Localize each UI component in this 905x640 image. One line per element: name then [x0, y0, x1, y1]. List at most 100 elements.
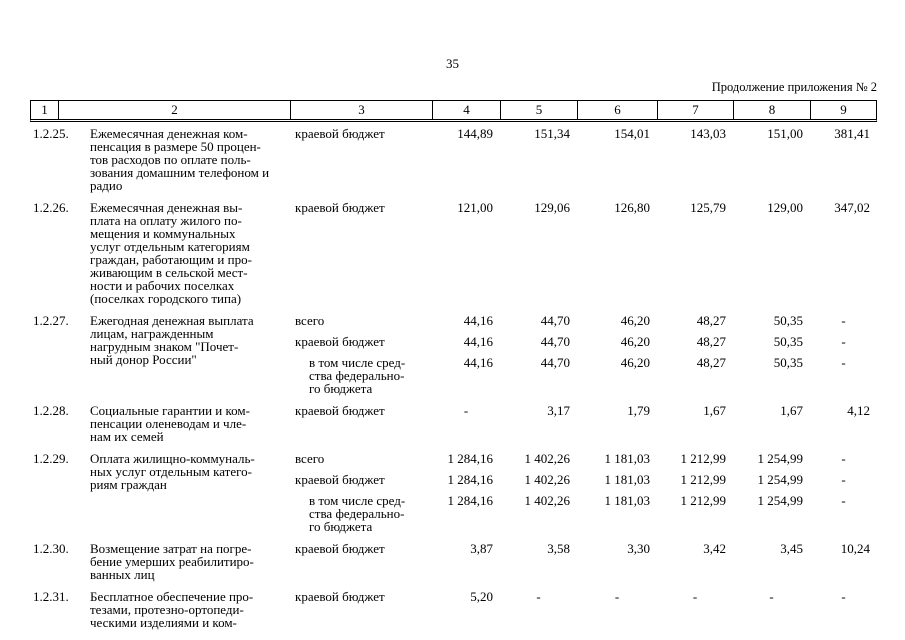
value-cell: -: [841, 451, 846, 466]
header-col-9: 9: [840, 102, 847, 117]
table-row: 1.2.31. Бесплатное обеспечение про- тезам…: [30, 590, 877, 629]
value-cell: 1 254,99: [757, 451, 804, 466]
row-number: 1.2.29.: [33, 451, 69, 466]
value-cell: 125,79: [690, 200, 726, 215]
table-row: 1.2.27. Ежегодная денежная выплата лицам,…: [30, 314, 877, 395]
row-subrows: краевой бюджет 144,89 151,34 154,01 143,03 15…: [292, 127, 877, 140]
value-cell: 44,70: [540, 355, 570, 370]
table-body: 1.2.25. Ежемесячная денежная ком- пенсаци…: [30, 122, 877, 629]
header-col-1: 1: [31, 101, 59, 119]
row-subrows: краевой бюджет - 3,17 1,79 1,67 1,67 4,12: [292, 404, 877, 417]
value-cell: 1 181,03: [604, 493, 651, 508]
table-subrow: краевой бюджет 44,16 44,70 46,20 48,27 50,35 -: [292, 335, 877, 348]
header-col-6: 6: [578, 101, 658, 119]
table-subrow: всего 1 284,16 1 402,26 1 181,03 1 212,99 1 2…: [292, 452, 877, 465]
value-cell: -: [692, 589, 698, 604]
value-cell: 144,89: [457, 126, 493, 141]
row-description: Социальные гарантии и ком- пенсации олен…: [90, 403, 250, 444]
table-subrow: краевой бюджет - 3,17 1,79 1,67 1,67 4,12: [292, 404, 877, 417]
row-subrows: всего 44,16 44,70 46,20 48,27 50,35- краевой б…: [292, 314, 877, 395]
value-cell: 4,12: [847, 403, 870, 418]
value-cell: 154,01: [614, 126, 650, 141]
value-cell: 44,16: [463, 334, 493, 349]
row-number: 1.2.28.: [33, 403, 69, 418]
value-cell: 1 254,99: [757, 493, 804, 508]
value-cell: 1 212,99: [680, 451, 727, 466]
value-cell: 1 254,99: [757, 472, 804, 487]
value-cell: 126,80: [614, 200, 650, 215]
funding-source: краевой бюджет: [295, 472, 385, 487]
value-cell: 1 212,99: [680, 493, 727, 508]
funding-source: в том числе сред- ства федерально- го бю…: [309, 493, 406, 534]
value-cell: 1 212,99: [680, 472, 727, 487]
continuation-note: Продолжение приложения № 2: [711, 80, 877, 94]
value-cell: 5,20: [470, 589, 493, 604]
funding-source: краевой бюджет: [295, 126, 385, 141]
table-subrow: краевой бюджет 3,87 3,58 3,30 3,42 3,45 10,24: [292, 542, 877, 555]
value-cell: 48,27: [696, 313, 726, 328]
header-col-8: 8: [734, 101, 811, 119]
row-description: Ежегодная денежная выплата лицам, награж…: [90, 313, 254, 367]
row-subrows: краевой бюджет 3,87 3,58 3,30 3,42 3,45 10,24: [292, 542, 877, 555]
row-number: 1.2.26.: [33, 200, 69, 215]
row-description: Ежемесячная денежная вы- плата на оплату…: [90, 200, 252, 306]
value-cell: 46,20: [620, 313, 650, 328]
value-cell: 48,27: [696, 355, 726, 370]
value-cell: -: [614, 589, 620, 604]
table-row: 1.2.29. Оплата жилищно-коммуналь- ных усл…: [30, 452, 877, 533]
header-col-3: 3: [291, 101, 433, 119]
value-cell: 50,35: [773, 334, 803, 349]
value-cell: 1,67: [780, 403, 803, 418]
value-cell: 1,79: [627, 403, 650, 418]
header-col-7: 7: [658, 101, 734, 119]
value-cell: 3,45: [780, 541, 803, 556]
value-cell: 129,06: [534, 200, 570, 215]
table-subrow: всего 44,16 44,70 46,20 48,27 50,35 -: [292, 314, 877, 327]
value-cell: 3,17: [547, 403, 570, 418]
row-number: 1.2.25.: [33, 126, 69, 141]
value-cell: 3,42: [703, 541, 726, 556]
value-cell: 347,02: [834, 200, 870, 215]
table-row: 1.2.28. Социальные гарантии и ком- пенсац…: [30, 404, 877, 443]
value-cell: 46,20: [620, 334, 650, 349]
table-subrow: краевой бюджет 1 284,16 1 402,26 1 181,03 1 …: [292, 473, 877, 486]
row-description: Бесплатное обеспечение про- тезами, прот…: [90, 589, 254, 630]
value-cell: 1 284,16: [447, 451, 494, 466]
row-subrows: всего 1 284,16 1 402,26 1 181,03 1 212,99 1 2…: [292, 452, 877, 533]
value-cell: 151,00: [767, 126, 803, 141]
value-cell: 46,20: [620, 355, 650, 370]
value-cell: 44,16: [463, 313, 493, 328]
value-cell: 44,70: [540, 334, 570, 349]
value-cell: 1,67: [703, 403, 726, 418]
value-cell: -: [536, 589, 541, 604]
value-cell: 1 402,26: [524, 472, 571, 487]
value-cell: 1 181,03: [604, 472, 651, 487]
row-description: Ежемесячная денежная ком- пенсация в раз…: [90, 126, 270, 193]
funding-source: краевой бюджет: [295, 200, 385, 215]
value-cell: 1 284,16: [447, 493, 494, 508]
header-col-5: 5: [501, 101, 578, 119]
value-cell: 10,24: [840, 541, 870, 556]
value-cell: 3,30: [627, 541, 650, 556]
value-cell: 1 402,26: [524, 451, 571, 466]
value-cell: -: [841, 334, 846, 349]
table-subrow: краевой бюджет 121,00 129,06 126,80 125,79 12…: [292, 201, 877, 214]
funding-source: краевой бюджет: [295, 403, 385, 418]
funding-source: всего: [295, 451, 325, 466]
value-cell: 50,35: [773, 355, 803, 370]
value-cell: -: [841, 313, 846, 328]
header-col-2: 2: [59, 101, 291, 119]
table-row: 1.2.26. Ежемесячная денежная вы- плата на…: [30, 201, 877, 305]
value-cell: 121,00: [457, 200, 493, 215]
row-number: 1.2.31.: [33, 589, 69, 604]
table-row: 1.2.30. Возмещение затрат на погре- бение…: [30, 542, 877, 581]
value-cell: 1 284,16: [447, 472, 494, 487]
row-description: Возмещение затрат на погре- бение умерши…: [90, 541, 254, 582]
value-cell: 381,41: [834, 126, 870, 141]
value-cell: 48,27: [696, 334, 726, 349]
value-cell: 129,00: [767, 200, 803, 215]
funding-source: в том числе сред- ства федерально- го бю…: [309, 355, 406, 396]
row-number: 1.2.30.: [33, 541, 69, 556]
